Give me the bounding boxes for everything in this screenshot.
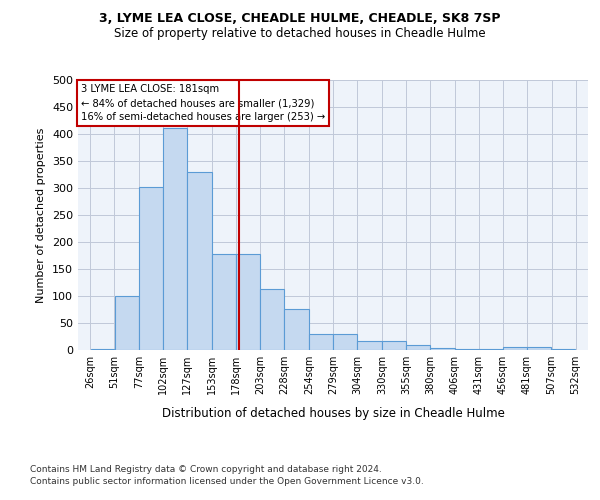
Bar [139, 187, 163, 350]
Bar [187, 172, 212, 350]
Bar [284, 309, 309, 350]
Text: Size of property relative to detached houses in Cheadle Hulme: Size of property relative to detached ho… [114, 28, 486, 40]
Y-axis label: Number of detached properties: Number of detached properties [37, 128, 46, 302]
Bar [260, 289, 284, 350]
Bar [479, 349, 503, 350]
Bar [309, 334, 333, 350]
Bar [236, 254, 260, 350]
Text: Contains public sector information licensed under the Open Government Licence v3: Contains public sector information licen… [30, 478, 424, 486]
Bar [503, 348, 527, 350]
Text: Contains HM Land Registry data © Crown copyright and database right 2024.: Contains HM Land Registry data © Crown c… [30, 465, 382, 474]
Bar [333, 334, 357, 350]
Text: 3 LYME LEA CLOSE: 181sqm
← 84% of detached houses are smaller (1,329)
16% of sem: 3 LYME LEA CLOSE: 181sqm ← 84% of detach… [80, 84, 325, 122]
Bar [455, 349, 479, 350]
Bar [382, 342, 406, 350]
Bar [212, 254, 236, 350]
Bar [430, 348, 455, 350]
Text: Distribution of detached houses by size in Cheadle Hulme: Distribution of detached houses by size … [161, 408, 505, 420]
Bar [357, 342, 382, 350]
Bar [91, 349, 115, 350]
Bar [527, 348, 551, 350]
Text: 3, LYME LEA CLOSE, CHEADLE HULME, CHEADLE, SK8 7SP: 3, LYME LEA CLOSE, CHEADLE HULME, CHEADL… [99, 12, 501, 26]
Bar [551, 349, 575, 350]
Bar [406, 344, 430, 350]
Bar [163, 128, 187, 350]
Bar [115, 296, 139, 350]
